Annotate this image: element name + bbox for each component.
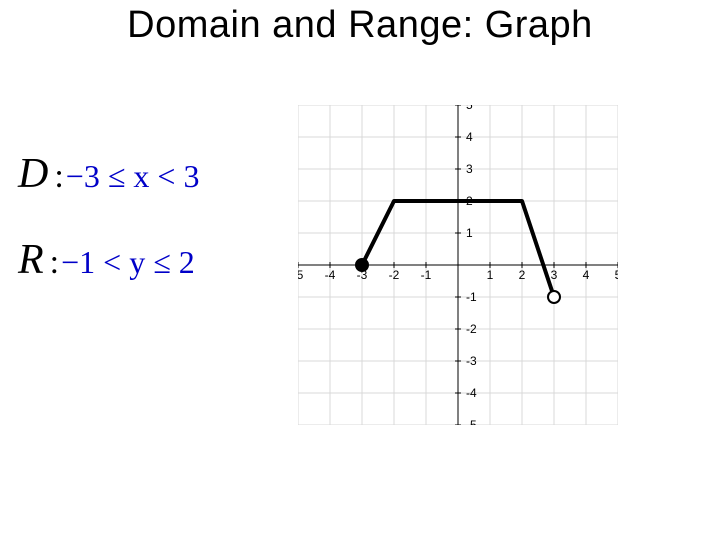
svg-text:5: 5 (615, 268, 618, 282)
svg-text:-2: -2 (466, 322, 477, 336)
svg-text:-2: -2 (389, 268, 400, 282)
domain-inequality: −3 ≤ x < 3 (66, 158, 200, 195)
svg-text:-4: -4 (325, 268, 336, 282)
svg-text:-5: -5 (466, 418, 477, 425)
svg-text:2: 2 (519, 268, 526, 282)
svg-text:1: 1 (487, 268, 494, 282)
coordinate-graph: -5-4-3-2-112345-5-4-3-2-112345 (298, 105, 618, 425)
domain-expression: D : −3 ≤ x < 3 (18, 150, 288, 198)
svg-text:-1: -1 (466, 290, 477, 304)
range-inequality: −1 < y ≤ 2 (61, 244, 195, 281)
colon-separator: : (50, 244, 59, 282)
svg-text:-3: -3 (466, 354, 477, 368)
svg-text:1: 1 (466, 226, 473, 240)
domain-variable: D (18, 150, 48, 198)
svg-text:-4: -4 (466, 386, 477, 400)
range-expression: R : −1 < y ≤ 2 (18, 236, 288, 284)
svg-text:-1: -1 (421, 268, 432, 282)
colon-separator: : (54, 158, 63, 196)
range-variable: R (18, 236, 44, 284)
svg-text:3: 3 (551, 268, 558, 282)
graph-area: -5-4-3-2-112345-5-4-3-2-112345 (298, 105, 618, 430)
svg-text:4: 4 (583, 268, 590, 282)
page-title: Domain and Range: Graph (0, 4, 720, 47)
svg-text:3: 3 (466, 162, 473, 176)
svg-text:-5: -5 (298, 268, 304, 282)
svg-text:4: 4 (466, 130, 473, 144)
expressions-panel: D : −3 ≤ x < 3 R : −1 < y ≤ 2 (18, 150, 288, 322)
svg-text:5: 5 (466, 105, 473, 112)
